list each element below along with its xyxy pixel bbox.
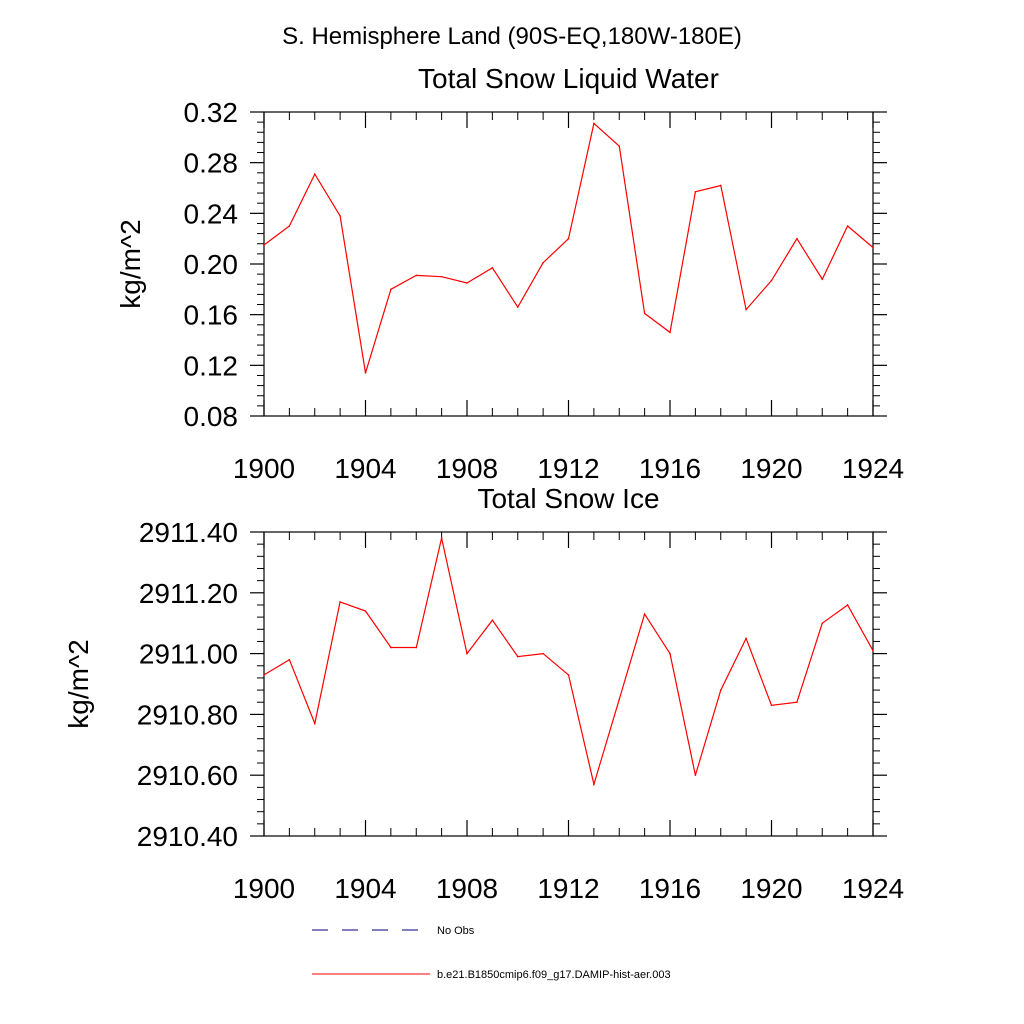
series-line (263, 537, 874, 787)
data-point (567, 674, 570, 676)
data-point (542, 261, 544, 264)
data-point (593, 122, 595, 125)
data-point (339, 215, 341, 217)
data-point (745, 637, 747, 640)
plot-frame (263, 531, 874, 837)
data-point (516, 306, 519, 308)
data-point (796, 701, 798, 704)
data-point (263, 674, 265, 676)
x-tick-label: 1916 (639, 873, 701, 904)
data-point (821, 622, 824, 624)
data-point (694, 191, 697, 193)
data-point (770, 704, 773, 707)
data-point (313, 722, 316, 725)
data-point (288, 225, 291, 227)
legend: No Obs b.e21.B1850cmip6.f09_g17.DAMIP-hi… (312, 925, 671, 981)
y-tick-label: 0.24 (184, 198, 239, 229)
y-tick-label: 2911.40 (139, 517, 238, 548)
panel-title: Total Snow Liquid Water (418, 63, 719, 94)
y-axis-label: kg/m^2 (63, 639, 94, 728)
x-tick-label: 1912 (537, 873, 599, 904)
x-tick-label: 1900 (233, 873, 295, 904)
y-tick-label: 0.20 (184, 249, 239, 280)
data-point (466, 282, 468, 284)
data-point (846, 604, 849, 606)
data-point (542, 652, 544, 655)
data-point (415, 646, 418, 649)
data-point (872, 246, 874, 249)
data-point (390, 288, 392, 291)
y-tick-label: 2911.20 (139, 578, 238, 609)
data-point (669, 652, 671, 655)
panel-snow-liquid-water: Total Snow Liquid Water kg/m^2 1900 1904 190… (115, 63, 904, 484)
data-point (390, 646, 392, 649)
x-tick-label: 1920 (740, 453, 802, 484)
data-point (364, 610, 367, 612)
x-tick-label: 1924 (842, 873, 904, 904)
data-point (694, 774, 697, 776)
y-tick-label: 2910.60 (137, 760, 238, 791)
data-point (796, 237, 798, 240)
x-tick-label: 1900 (233, 453, 295, 484)
y-tick-label: 2910.80 (137, 699, 238, 730)
y-tick-label: 0.08 (184, 401, 239, 432)
data-point (593, 783, 595, 786)
data-point (263, 244, 265, 246)
data-point (364, 372, 367, 374)
x-tick-label: 1904 (334, 873, 396, 904)
x-tick-label: 1912 (537, 453, 599, 484)
x-tick-label: 1920 (740, 873, 802, 904)
data-point (516, 655, 519, 658)
data-point (821, 278, 824, 281)
y-tick-label: 2910.40 (137, 821, 238, 852)
y-axis-label: kg/m^2 (115, 219, 146, 308)
data-point (440, 275, 443, 278)
data-point (643, 312, 646, 315)
data-point (618, 698, 621, 700)
data-point (491, 267, 494, 269)
data-point (440, 537, 443, 539)
data-point (618, 145, 621, 147)
data-point (415, 274, 418, 277)
figure-title: S. Hemisphere Land (90S-EQ,180W-180E) (282, 23, 742, 50)
data-point (872, 649, 874, 652)
panel-snow-ice: Total Snow Ice kg/m^2 1900 1904 1908 1912 1916… (63, 483, 904, 904)
data-point (339, 601, 341, 603)
y-tick-label: 0.32 (184, 97, 239, 128)
legend-obs-label: No Obs (437, 925, 475, 937)
data-point (643, 613, 646, 615)
y-tick-label: 0.28 (184, 148, 239, 179)
x-tick-label: 1916 (639, 453, 701, 484)
data-point (745, 308, 747, 311)
x-tick-label: 1908 (436, 453, 498, 484)
data-point (491, 619, 494, 621)
data-point (288, 658, 291, 661)
x-tick-label: 1924 (842, 453, 904, 484)
data-point (669, 331, 671, 334)
data-point (719, 689, 722, 691)
x-tick-label: 1904 (334, 453, 396, 484)
data-point (719, 184, 722, 187)
x-tick-label: 1908 (436, 873, 498, 904)
data-point (466, 652, 468, 655)
data-point (770, 279, 773, 282)
y-tick-label: 2911.00 (139, 639, 238, 670)
legend-model-label: b.e21.B1850cmip6.f09_g17.DAMIP-hist-aer.… (437, 969, 671, 981)
data-point (846, 225, 849, 227)
y-tick-label: 0.16 (184, 300, 239, 331)
series-line (263, 122, 874, 374)
panel-title: Total Snow Ice (477, 483, 659, 514)
y-tick-label: 0.12 (184, 350, 239, 381)
data-point (313, 173, 316, 175)
data-point (567, 237, 570, 240)
